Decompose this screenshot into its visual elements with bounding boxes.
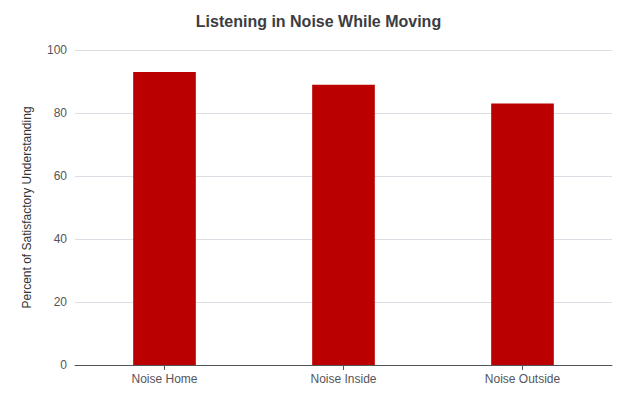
svg-text:Listening in Noise While Movin: Listening in Noise While Moving: [196, 13, 441, 30]
svg-text:20: 20: [54, 295, 68, 309]
svg-text:60: 60: [54, 169, 68, 183]
svg-text:Percent of Satisfactory Unders: Percent of Satisfactory Understanding: [20, 106, 34, 308]
svg-text:0: 0: [60, 358, 67, 372]
svg-text:40: 40: [54, 232, 68, 246]
svg-text:Noise Inside: Noise Inside: [310, 372, 376, 386]
svg-text:Noise Outside: Noise Outside: [485, 372, 561, 386]
svg-text:80: 80: [54, 106, 68, 120]
svg-text:100: 100: [47, 43, 67, 57]
svg-text:Noise Home: Noise Home: [131, 372, 197, 386]
